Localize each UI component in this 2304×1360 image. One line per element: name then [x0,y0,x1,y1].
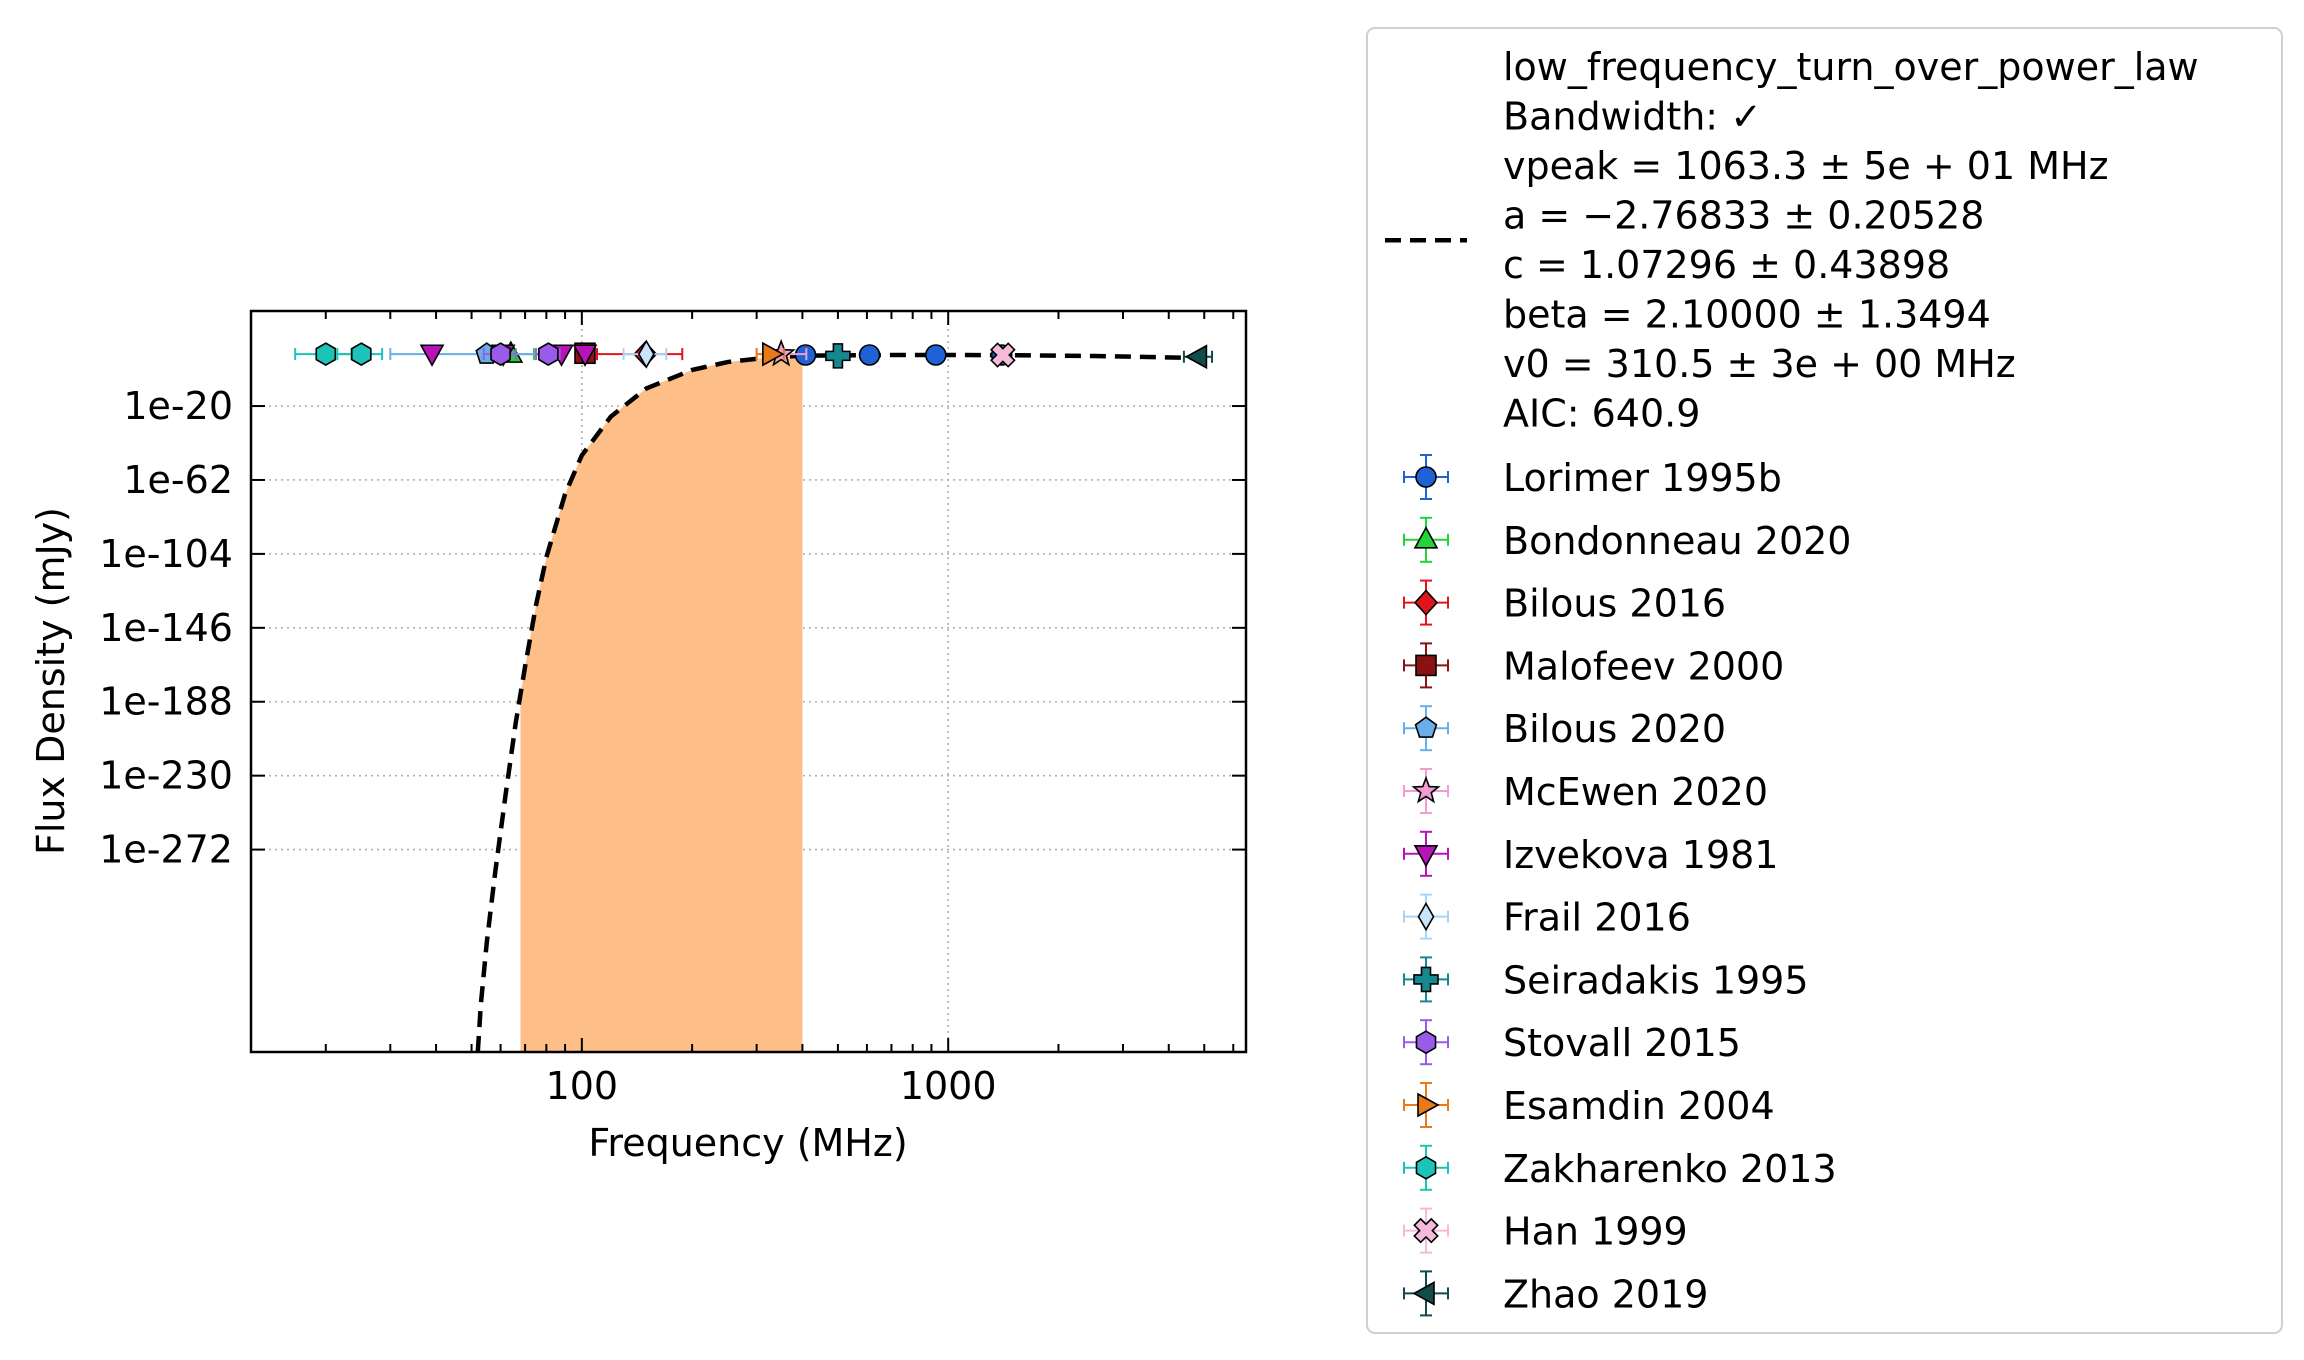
legend-item-label: Izvekova 1981 [1503,833,1778,877]
legend-item-label: Lorimer 1995b [1503,456,1782,500]
data-point [419,344,445,367]
legend-item-marker [1415,466,1437,488]
data-point [1184,344,1208,370]
y-tick-label: 1e-146 [99,606,233,650]
legend-item-label: McEwen 2020 [1503,770,1768,814]
axes-frame [249,309,1248,1054]
legend-fit-text-line: AIC: 640.9 [1503,392,1700,436]
plot-area [251,311,1246,1052]
data-point [858,344,881,366]
data-point [825,343,851,369]
legend-fit-text-line: Bandwidth: ✓ [1503,95,1762,139]
legend-item-marker [1417,901,1435,932]
data-point [637,339,655,369]
legend-fit-text-line: beta = 2.10000 ± 1.3494 [1503,293,1991,337]
y-tick-label: 1e-272 [99,828,233,872]
legend-item-label: Bilous 2020 [1503,707,1726,751]
fit-curve-line [475,352,1205,1052]
x-axis-label: Frequency (MHz) [588,1121,907,1165]
legend-item-label: Han 1999 [1503,1210,1688,1254]
legend: low_frequency_turn_over_power_law Bandwid… [1366,27,2283,1334]
legend-item: Stovall 2015 [1403,1019,1741,1066]
legend-item-marker [1415,1155,1437,1180]
legend-item: Han 1999 [1403,1207,1688,1254]
data-point [762,341,785,367]
y-tick-label: 1e-20 [123,384,233,428]
legend-item-label: Bilous 2016 [1503,582,1726,626]
data-point [315,342,337,367]
data-point [537,342,559,367]
plot-clip-group [475,352,1205,1052]
legend-fit-text-line: low_frequency_turn_over_power_law [1503,45,2199,89]
legend-fit-text-line: v0 = 310.5 ± 3e + 00 MHz [1503,342,2016,386]
legend-item-marker [1417,1092,1440,1118]
legend-fit-text-line: c = 1.07296 ± 0.43898 [1503,243,1950,287]
legend-item-label: Stovall 2015 [1503,1021,1741,1065]
legend-frame [1366,27,2283,1334]
legend-item: Izvekova 1981 [1403,830,1778,877]
legend-fit-text-line: a = −2.76833 ± 0.20528 [1503,194,1984,238]
legend-item-marker [1413,844,1439,868]
data-point [490,342,511,367]
legend-item-marker [1411,775,1441,804]
legend-item: Bilous 2020 [1403,705,1726,752]
legend-item: Zakharenko 2013 [1403,1144,1837,1191]
legend-item: Malofeev 2000 [1403,642,1784,689]
legend-item-marker [1413,526,1439,549]
y-tick-label: 1e-104 [99,532,233,576]
legend-item-marker [1413,1217,1439,1244]
legend-fit-text-line: vpeak = 1063.3 ± 5e + 01 MHz [1503,144,2109,188]
legend-item-marker [1412,1281,1435,1306]
legend-item-label: Zhao 2019 [1503,1272,1708,1316]
legend-item-marker [1414,716,1438,738]
legend-item-label: Malofeev 2000 [1503,644,1784,688]
y-axis-label: Flux Density (mJy) [29,507,73,855]
legend-item: Bondonneau 2020 [1403,516,1851,563]
legend-item-label: Bondonneau 2020 [1503,519,1851,563]
legend-item-label: Frail 2016 [1503,896,1691,940]
legend-item: Esamdin 2004 [1403,1082,1775,1128]
legend-item-label: Seiradakis 1995 [1503,958,1809,1002]
legend-item-label: Zakharenko 2013 [1503,1147,1837,1191]
legend-item: Seiradakis 1995 [1403,956,1809,1003]
y-tick-label: 1e-230 [99,754,233,798]
legend-item-label: Esamdin 2004 [1503,1084,1775,1128]
y-tick-label: 1e-62 [123,458,233,502]
x-tick-label: 1000 [900,1064,997,1108]
data-point [572,344,598,367]
axes: 100 1000 1e-20 1e-62 1e-104 1e-146 1e-188 1e-23… [99,309,1248,1108]
legend-item-marker [1415,1030,1437,1055]
legend-item: Bilous 2016 [1403,579,1726,626]
data-point [350,342,372,367]
data-point [924,344,947,366]
x-tick-label: 100 [546,1064,619,1108]
legend-item-marker [1413,966,1439,993]
legend-item: Zhao 2019 [1403,1270,1708,1317]
legend-item: Lorimer 1995b [1403,454,1782,500]
fit-shaded-region [520,355,803,1052]
y-tick-label: 1e-188 [99,680,233,724]
legend-item-marker [1413,589,1439,616]
legend-item: McEwen 2020 [1403,768,1768,814]
legend-item: Frail 2016 [1403,893,1691,940]
legend-item-marker [1415,654,1437,677]
data-point [990,342,1016,368]
